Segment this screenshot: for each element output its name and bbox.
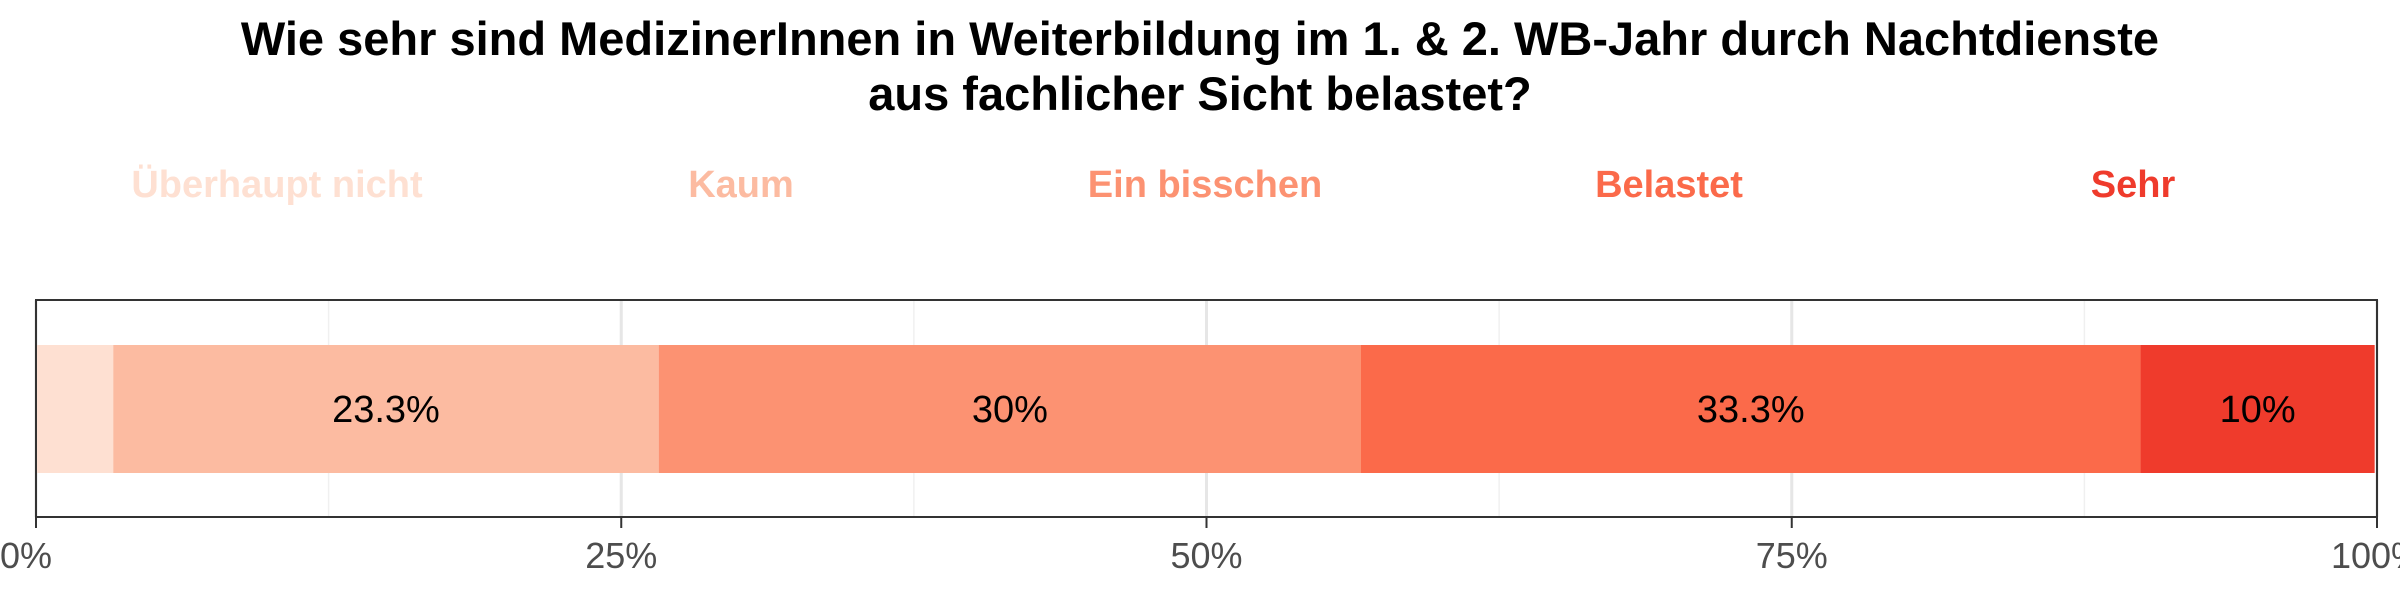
bar-value-label: 30%	[972, 389, 1048, 431]
legend-entry: Sehr	[2091, 164, 2176, 206]
legend-entry: Belastet	[1595, 164, 1743, 206]
x-axis: 0% 25% 50% 75% 100%	[0, 517, 2400, 576]
legend-entry: Überhaupt nicht	[131, 163, 423, 206]
x-axis-tick-label: 0%	[0, 535, 52, 576]
x-axis-tick-label: 50%	[1170, 535, 1242, 576]
bar-segment	[113, 345, 659, 473]
bar-value-label: 23.3%	[332, 389, 440, 431]
chart-title: Wie sehr sind MedizinerInnen in Weiterbi…	[241, 12, 2159, 120]
bar-segment	[2140, 345, 2375, 473]
legend: Überhaupt nicht Kaum Ein bisschen Belastet S…	[131, 163, 2175, 206]
x-axis-tick-label: 100%	[2331, 535, 2400, 576]
x-axis-tick-label: 75%	[1756, 535, 1828, 576]
bars	[36, 345, 2375, 473]
legend-entry: Kaum	[688, 164, 794, 206]
data-labels: 23.3% 30% 33.3% 10%	[332, 389, 2296, 431]
bar-value-label: 10%	[2220, 389, 2296, 431]
chart-title-line-1: Wie sehr sind MedizinerInnen in Weiterbi…	[241, 12, 2159, 65]
bar-segment	[658, 345, 1362, 473]
bar-value-label: 33.3%	[1697, 389, 1805, 431]
legend-entry: Ein bisschen	[1088, 164, 1322, 206]
bar-segment	[1361, 345, 2141, 473]
bar-segment	[36, 345, 114, 473]
x-axis-tick-label: 25%	[585, 535, 657, 576]
chart-title-line-2: aus fachlicher Sicht belastet?	[868, 67, 1531, 120]
